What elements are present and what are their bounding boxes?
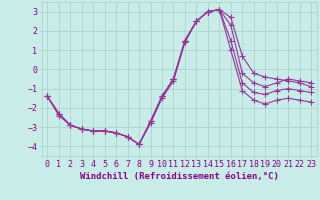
X-axis label: Windchill (Refroidissement éolien,°C): Windchill (Refroidissement éolien,°C) (80, 172, 279, 181)
